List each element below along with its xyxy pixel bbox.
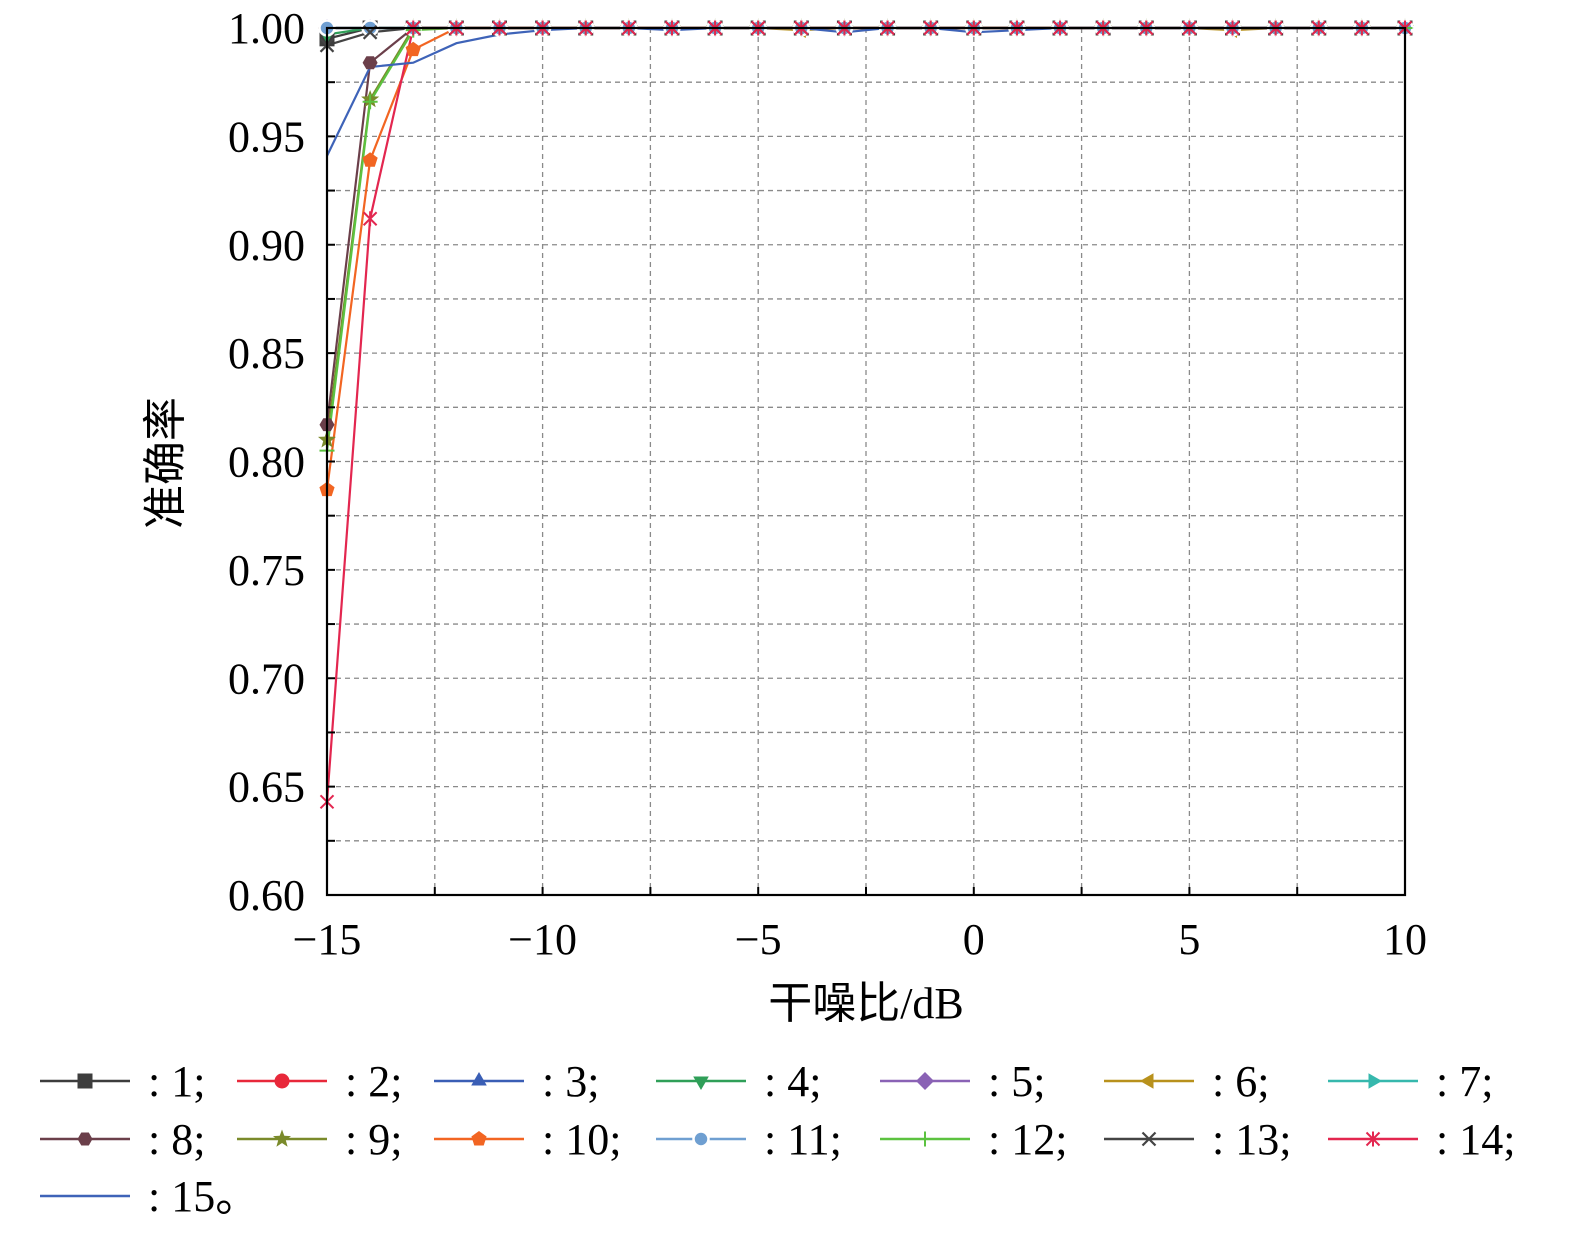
series-line-9 — [325, 26, 1405, 440]
legend-entry-15: : 15。 — [40, 1172, 259, 1221]
legend-entry-12: : 12; — [880, 1115, 1067, 1164]
legend-swatch-marker — [471, 1072, 487, 1086]
legend-entry-1: : 1; — [40, 1057, 205, 1106]
series-10-point — [362, 152, 378, 167]
legend-label: : 14; — [1436, 1115, 1515, 1164]
gridlines — [327, 28, 1405, 895]
y-tick-label: 0.80 — [228, 438, 305, 487]
legend-label: : 1; — [148, 1057, 205, 1106]
y-tick-label: 0.90 — [228, 221, 305, 270]
legend-swatch-marker — [77, 1073, 93, 1089]
x-tick-label: −10 — [508, 915, 577, 964]
legend-entry-5: : 5; — [880, 1057, 1045, 1106]
x-tick-label: 10 — [1383, 915, 1427, 964]
series-8-point — [362, 56, 378, 70]
legend-entry-2: : 2; — [237, 1057, 402, 1106]
legend-label: : 12; — [988, 1115, 1067, 1164]
legend-swatch-marker — [1140, 1073, 1154, 1089]
y-tick-label: 1.00 — [228, 4, 305, 53]
legend-entry-9: : 9; — [237, 1115, 402, 1164]
series-12-point — [362, 94, 378, 110]
y-tick-label: 0.60 — [228, 871, 305, 920]
legend-label: : 5; — [988, 1057, 1045, 1106]
y-tick-label: 0.65 — [228, 763, 305, 812]
legend-label: : 13; — [1212, 1115, 1291, 1164]
legend-swatch-marker — [693, 1076, 709, 1090]
legend-label: : 15。 — [148, 1172, 259, 1221]
legend-entry-7: : 7; — [1328, 1057, 1493, 1106]
legend-label: : 3; — [542, 1057, 599, 1106]
legend-swatch-marker — [273, 1129, 291, 1147]
y-tick-label: 0.95 — [228, 112, 305, 161]
y-axis-label: 准确率 — [141, 397, 190, 529]
legend-entry-11: : 11; — [656, 1115, 842, 1164]
axes: −15 −10 −5 0 5 10 0.60 0.65 0.70 0.75 0.80 0.85 0.90… — [228, 4, 1427, 964]
legend-entry-13: : 13; — [1104, 1115, 1291, 1164]
x-tick-label: 5 — [1178, 915, 1200, 964]
legend-swatch-marker — [274, 1073, 290, 1089]
legend-label: : 11; — [764, 1115, 842, 1164]
series-10-point — [405, 41, 421, 57]
legend-swatch-marker — [1365, 1131, 1381, 1147]
legend-label: : 2; — [345, 1057, 402, 1106]
x-tick-label: −5 — [735, 915, 782, 964]
series-line-10 — [325, 26, 1405, 490]
legend-entry-14: : 14; — [1328, 1115, 1515, 1164]
x-axis-label: 干噪比/dB — [768, 979, 964, 1028]
x-tick-label: −15 — [293, 915, 362, 964]
legend-swatch-marker — [1368, 1073, 1382, 1089]
legend-label: : 6; — [1212, 1057, 1269, 1106]
legend: : 1; : 2; : 3; : 4; : 5; : 6; : 7; : 8; : 9; : 10… — [40, 1057, 1515, 1221]
legend-swatch-marker — [471, 1131, 487, 1146]
legend-entry-4: : 4; — [656, 1057, 821, 1106]
legend-swatch-marker — [1141, 1131, 1157, 1147]
legend-swatch-marker — [692, 1130, 710, 1148]
legend-entry-8: : 8; — [40, 1115, 205, 1164]
y-tick-label: 0.75 — [228, 546, 305, 595]
x-tick-label: 0 — [963, 915, 985, 964]
legend-swatch-marker — [916, 1072, 934, 1090]
y-tick-label: 0.70 — [228, 654, 305, 703]
legend-entry-10: : 10; — [434, 1115, 621, 1164]
legend-entry-3: : 3; — [434, 1057, 599, 1106]
y-tick-label: 0.85 — [228, 329, 305, 378]
legend-label: : 8; — [148, 1115, 205, 1164]
legend-label: : 9; — [345, 1115, 402, 1164]
legend-label: : 7; — [1436, 1057, 1493, 1106]
legend-swatch-marker — [917, 1131, 933, 1147]
legend-label: : 10; — [542, 1115, 621, 1164]
legend-entry-6: : 6; — [1104, 1057, 1269, 1106]
legend-label: : 4; — [764, 1057, 821, 1106]
series-14-point — [362, 211, 378, 227]
legend-swatch-marker — [77, 1132, 93, 1146]
